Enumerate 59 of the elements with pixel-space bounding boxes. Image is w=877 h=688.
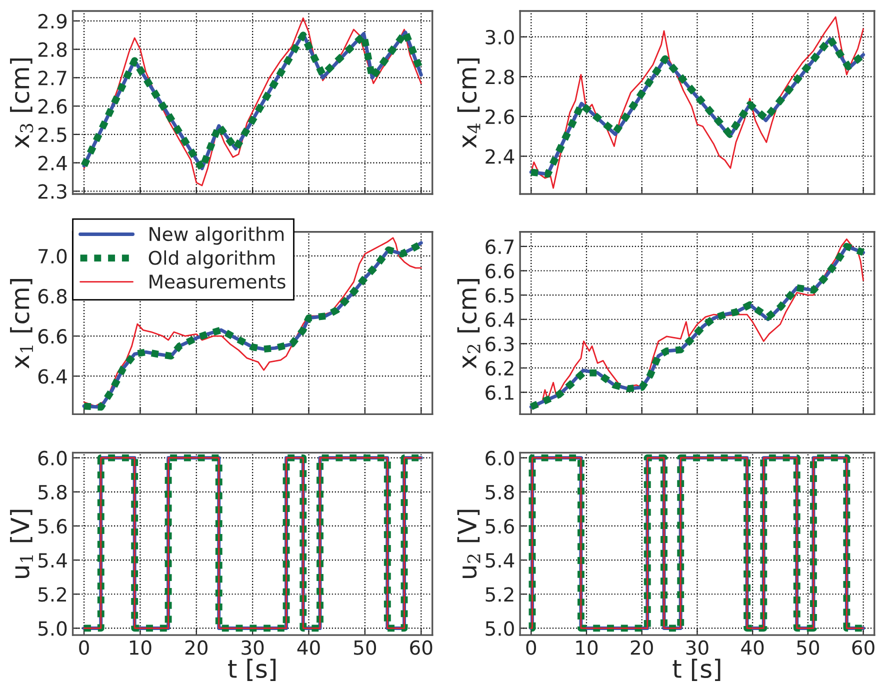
y-tick-label: 6.6 — [486, 264, 514, 278]
x-tick-label: 50 — [797, 640, 820, 655]
y-tick-label: 2.8 — [38, 42, 67, 57]
y-tick-label: 6.6 — [38, 328, 67, 344]
y-tick-label: 5.4 — [38, 553, 67, 568]
x-tick-label: 40 — [297, 640, 320, 655]
y-tick-label: 5.8 — [486, 484, 514, 500]
y-tick-label: 2.8 — [486, 70, 514, 84]
x-tick-label: 30 — [242, 640, 264, 655]
x-tick-label: 20 — [630, 640, 653, 655]
x-tick-label: 0 — [526, 640, 536, 655]
y-tick-label: 2.9 — [38, 14, 67, 29]
y-axis-title: u$_{2}$ [V] — [457, 510, 480, 578]
y-tick-label: 2.6 — [38, 99, 67, 114]
y-tick-label: 6.0 — [38, 450, 67, 466]
x-tick-label: 10 — [130, 640, 152, 655]
y-tick-label: 5.6 — [486, 518, 514, 534]
y-tick-label: 5.2 — [38, 587, 66, 602]
y-tick-label: 6.8 — [38, 288, 67, 304]
y-axis-title: x$_{2}$ [cm] — [457, 279, 480, 369]
legend-label: Measurements — [150, 274, 286, 289]
y-tick-label: 6.1 — [486, 385, 514, 400]
x-tick-label: 0 — [79, 640, 89, 655]
y-tick-label: 5.8 — [38, 484, 67, 500]
y-axis-title: x$_{1}$ [cm] — [10, 279, 33, 369]
y-tick-label: 2.7 — [38, 70, 66, 86]
y-tick-label: 5.6 — [38, 518, 67, 534]
x-tick-label: 20 — [185, 640, 208, 655]
x-tick-label: 30 — [686, 640, 708, 655]
y-tick-label: 6.7 — [486, 239, 514, 254]
y-tick-label: 6.3 — [486, 336, 514, 352]
y-axis-title: u$_{1}$ [V] — [10, 510, 33, 578]
y-tick-label: 6.5 — [486, 288, 514, 303]
y-axis-title: x$_{3}$ [cm] — [10, 58, 34, 148]
y-tick-label: 6.2 — [486, 360, 514, 376]
y-tick-label: 5.2 — [486, 587, 514, 602]
y-tick-label: 2.6 — [486, 109, 514, 124]
y-tick-label: 2.4 — [486, 149, 514, 164]
x-tick-label: 60 — [410, 640, 432, 655]
y-tick-label: 6.4 — [486, 312, 514, 328]
y-tick-label: 5.4 — [486, 553, 514, 568]
x-tick-label: 10 — [576, 640, 598, 655]
legend-label: Old algorithm — [148, 250, 275, 269]
x-axis-title: t [s] — [672, 658, 720, 681]
y-tick-label: 5.0 — [38, 621, 67, 636]
y-tick-label: 6.0 — [486, 450, 514, 466]
y-tick-label: 5.0 — [486, 621, 514, 636]
y-tick-label: 2.5 — [38, 127, 66, 142]
x-tick-label: 60 — [852, 640, 874, 655]
y-tick-label: 3.0 — [486, 30, 514, 45]
y-tick-label: 7.0 — [38, 248, 67, 264]
y-tick-label: 2.3 — [38, 184, 66, 199]
x-axis-title: t [s] — [228, 658, 276, 681]
y-axis-title: x$_{4}$ [cm] — [457, 58, 480, 148]
y-tick-label: 2.4 — [38, 156, 67, 170]
x-tick-label: 40 — [741, 640, 764, 655]
y-tick-label: 6.4 — [38, 369, 67, 384]
legend-label: New algorithm — [150, 226, 284, 245]
x-tick-label: 50 — [354, 640, 376, 655]
